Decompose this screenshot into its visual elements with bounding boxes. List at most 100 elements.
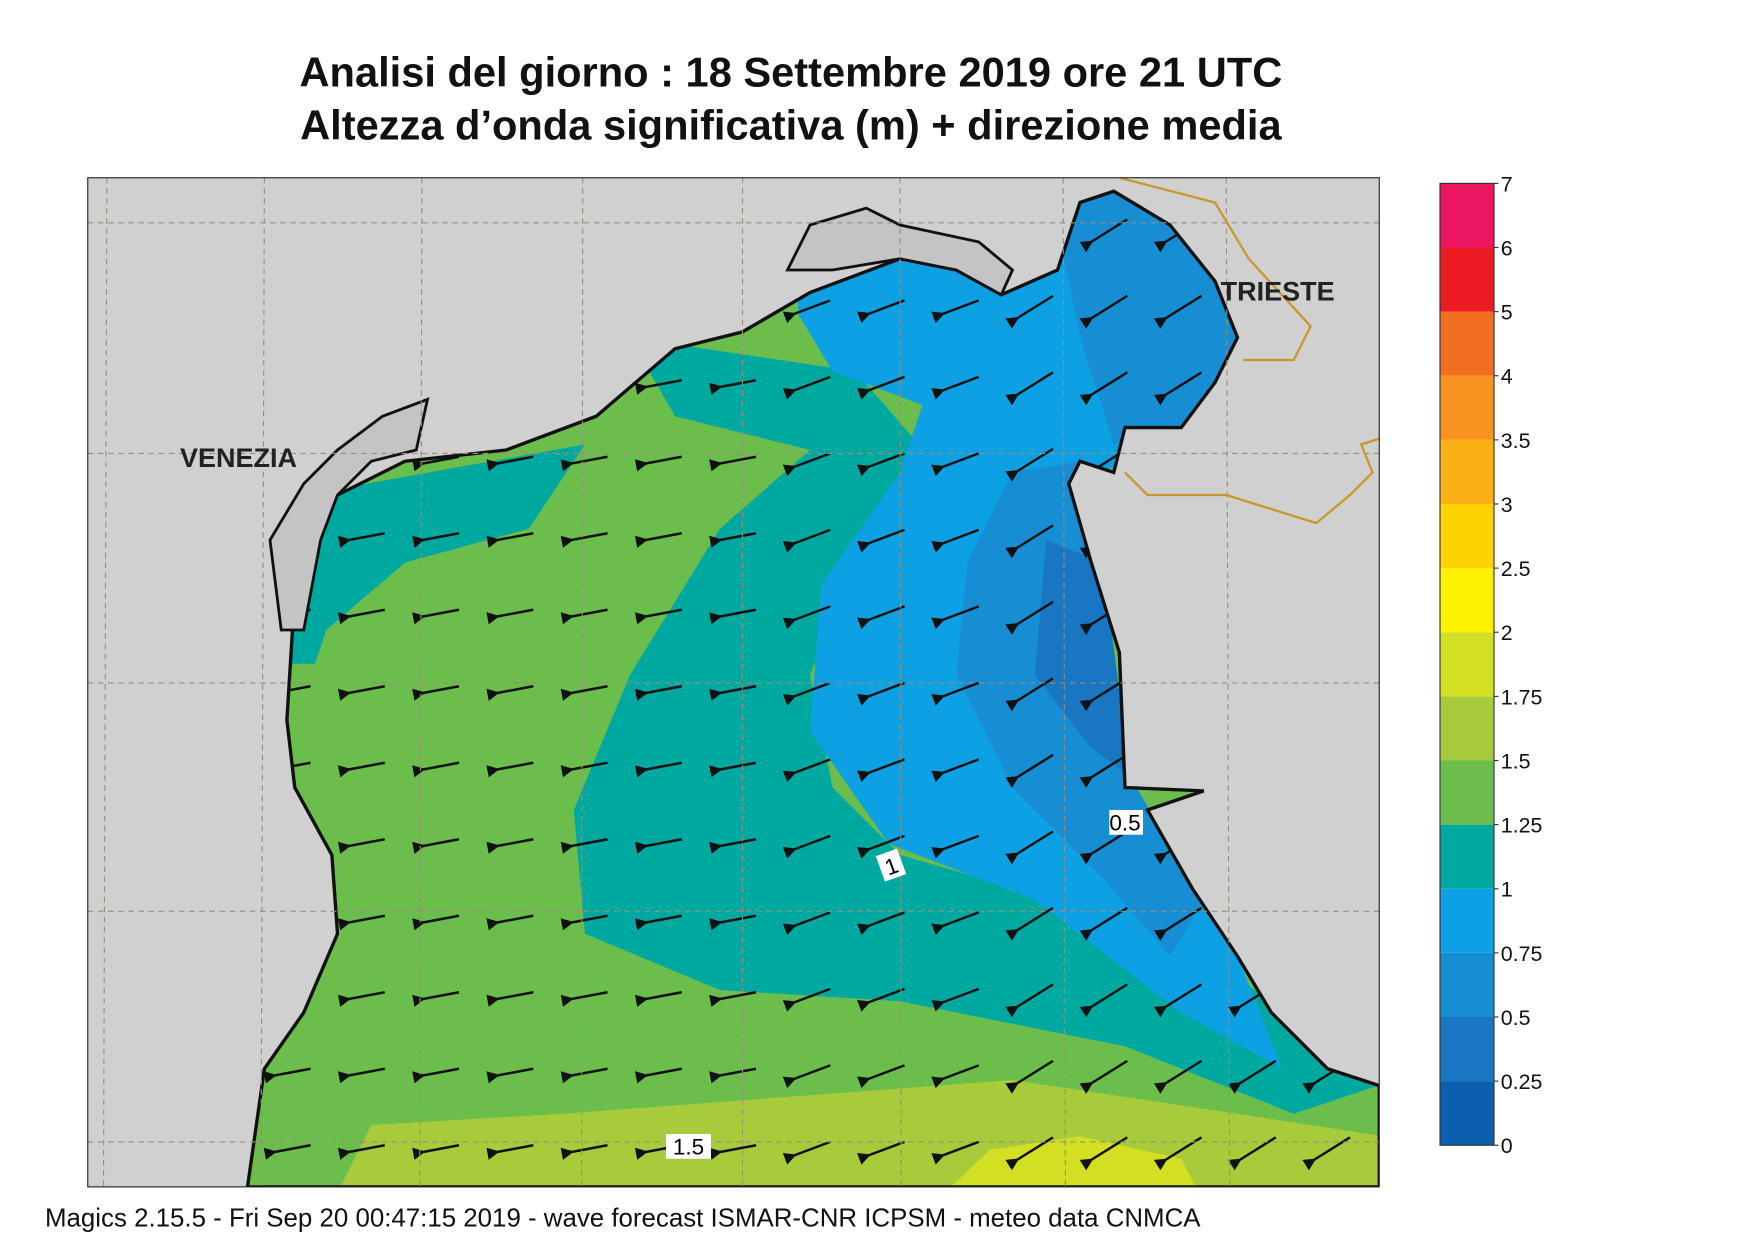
- arrow: [337, 608, 385, 625]
- arrow: [1153, 1059, 1203, 1094]
- arrow: [782, 528, 831, 553]
- colorbar-segment: [1440, 247, 1494, 312]
- arrow: [337, 1144, 385, 1160]
- arrow: [709, 608, 757, 625]
- arrow: [1079, 1059, 1128, 1094]
- arrow: [1228, 1059, 1277, 1094]
- arrow: [412, 608, 460, 625]
- arrow: [560, 455, 608, 472]
- arrow: [931, 758, 980, 783]
- arrow: [634, 761, 682, 778]
- arrow: [709, 1144, 757, 1160]
- colorbar-segment: [1440, 760, 1494, 825]
- arrow: [634, 1067, 682, 1084]
- arrow: [782, 375, 831, 400]
- arrow: [931, 452, 980, 477]
- footer: Magics 2.15.5 - Fri Sep 20 00:47:15 2019…: [45, 1204, 1201, 1232]
- arrow: [412, 838, 460, 854]
- colorbar-frame: [1439, 182, 1495, 1146]
- arrow: [1153, 371, 1203, 406]
- colorbar-segment: [1440, 439, 1494, 504]
- arrow: [782, 1140, 831, 1165]
- colorbar-label: 0.75: [1501, 942, 1543, 966]
- colorbar-segment: [1440, 1081, 1494, 1146]
- arrow: [560, 761, 608, 778]
- arrow: [931, 1140, 980, 1165]
- arrow: [1005, 600, 1054, 635]
- arrow: [782, 758, 831, 783]
- colorbar-label: 0.5: [1501, 1006, 1531, 1030]
- border: [1119, 177, 1380, 525]
- colorbar-label: 7: [1501, 172, 1513, 196]
- arrow: [1079, 371, 1128, 406]
- arrow: [709, 1067, 757, 1084]
- arrow: [931, 1064, 980, 1089]
- arrow: [1079, 983, 1128, 1018]
- title-line-1: Analisi del giorno : 18 Settembre 2019 o…: [299, 49, 1282, 96]
- arrow: [486, 914, 534, 931]
- colorbar-label: 5: [1501, 301, 1513, 325]
- arrow: [486, 761, 534, 778]
- arrow: [337, 914, 385, 931]
- arrow: [857, 605, 905, 630]
- arrow: [709, 532, 757, 548]
- arrow: [412, 761, 460, 778]
- colorbar-label: 0.25: [1501, 1070, 1543, 1094]
- arrow: [857, 681, 905, 706]
- colorbar-segment: [1440, 311, 1494, 376]
- arrow: [560, 608, 608, 625]
- arrow: [931, 681, 980, 706]
- arrow: [412, 685, 460, 701]
- arrow: [931, 605, 980, 630]
- arrow: [1005, 830, 1054, 865]
- arrow: [782, 452, 831, 477]
- arrow: [412, 991, 460, 1007]
- arrow: [560, 991, 608, 1007]
- arrow: [486, 991, 534, 1007]
- wave-band: [573, 337, 1380, 1114]
- arrow: [1005, 294, 1054, 329]
- arrow: [560, 1067, 608, 1084]
- arrow: [486, 838, 534, 854]
- arrow: [1005, 1136, 1054, 1171]
- arrow: [560, 1144, 608, 1160]
- arrow: [931, 375, 980, 400]
- arrow: [337, 1067, 385, 1084]
- colorbar-label: 3: [1501, 493, 1513, 517]
- arrow: [931, 987, 980, 1012]
- wave-band: [281, 444, 585, 664]
- arrow: [931, 299, 980, 324]
- arrow: [486, 532, 534, 548]
- colorbar-label: 0: [1501, 1134, 1513, 1158]
- colorbar-segment: [1440, 952, 1494, 1017]
- arrow: [1005, 753, 1054, 788]
- arrow: [1302, 1136, 1351, 1171]
- colorbar-label: 1.75: [1501, 685, 1543, 709]
- colorbar-segment: [1440, 1017, 1494, 1082]
- city-label: VENEZIA: [180, 443, 297, 473]
- arrow: [709, 685, 757, 701]
- colorbar-label: 1.5: [1501, 749, 1531, 773]
- arrow: [709, 455, 757, 472]
- arrow: [337, 685, 385, 701]
- arrow: [337, 991, 385, 1007]
- arrow: [782, 987, 831, 1012]
- arrow: [782, 1064, 831, 1089]
- arrow: [337, 838, 385, 854]
- arrow: [634, 608, 682, 625]
- arrow: [1153, 1136, 1203, 1171]
- arrow: [263, 1067, 311, 1084]
- arrow: [1005, 447, 1054, 482]
- arrow: [337, 761, 385, 778]
- arrow: [709, 838, 757, 854]
- arrow: [486, 1144, 534, 1160]
- colorbar-label: 1.25: [1501, 814, 1543, 838]
- colorbar-label: 3.5: [1501, 429, 1531, 453]
- colorbar-segment: [1440, 824, 1494, 889]
- arrow: [857, 758, 905, 783]
- arrow: [857, 911, 905, 936]
- arrow: [1005, 371, 1054, 406]
- contour-label-box: 1 1.5 0.5: [666, 810, 1143, 1159]
- arrow: [634, 379, 682, 395]
- arrow: [709, 379, 757, 395]
